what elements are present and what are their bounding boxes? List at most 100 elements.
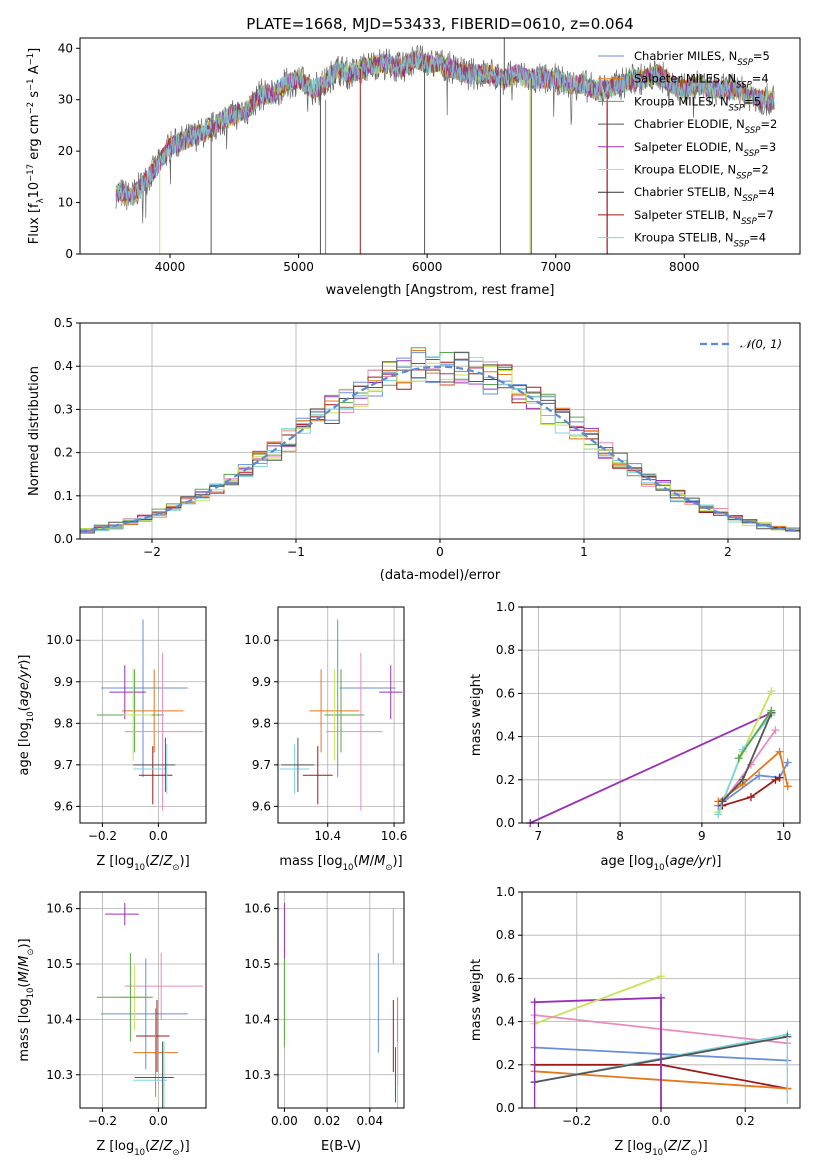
x-tick-label: 7000 <box>540 260 571 274</box>
weight-vs-Z-axes: −0.2 0.0 0.2 0.0 0.2 0.4 0.6 0.8 1.0 <box>496 885 800 1128</box>
legend-label: Kroupa STELIB, NSSP=4 <box>634 231 766 250</box>
y-tick-label: 9.6 <box>252 799 271 813</box>
y-tick-label: 0.8 <box>496 643 515 657</box>
y-axis-label: mass weight <box>469 674 484 756</box>
mass-vs-ebv-axes: 0.00 0.02 0.04 10.3 10.4 10.5 10.6 <box>244 892 404 1128</box>
text-span: Z <box>149 1139 160 1154</box>
text-span: )] <box>180 1139 190 1154</box>
text-span: 10 <box>26 711 36 722</box>
y-tick-label: 0.2 <box>496 773 515 787</box>
text-span: Kroupa STELIB, N <box>634 231 734 245</box>
text-span: / <box>370 854 375 869</box>
figure-title: PLATE=1668, MJD=53433, FIBERID=0610, z=0… <box>246 15 633 33</box>
x-tick-label: 10 <box>776 829 791 843</box>
x-tick-label: 0.00 <box>271 1114 298 1128</box>
spectrum-frame <box>79 37 801 255</box>
y-axis-label: mass [log10(M/M⊙)] <box>17 938 36 1061</box>
text-span: Flux [f <box>27 203 42 244</box>
text-span: )] <box>17 655 32 665</box>
weight-age-lines <box>526 687 792 827</box>
text-span: / <box>17 966 32 971</box>
weight-series-line <box>717 762 789 807</box>
residual-frame <box>79 322 801 540</box>
mass-vs-Z-grid <box>80 892 206 1108</box>
text-span: Z [log <box>614 1139 652 1154</box>
text-span: 10 <box>134 863 145 873</box>
text-span: )] <box>698 1139 708 1154</box>
text-span: ( <box>665 854 670 869</box>
text-span: =4 <box>758 185 775 199</box>
text-span: s <box>27 91 42 102</box>
x-tick-label: −0.2 <box>88 1114 117 1128</box>
text-span: mass [log <box>17 998 32 1061</box>
text-span: SSP <box>734 240 750 250</box>
text-span: =5 <box>753 49 770 63</box>
x-tick-label: 0 <box>436 545 444 559</box>
mass-vs-ebv-frame <box>277 891 405 1109</box>
text-span: 10 <box>134 1148 145 1158</box>
text-span: )] <box>711 854 721 869</box>
text-span: SSP <box>729 103 745 113</box>
text-span: Z <box>162 1139 173 1154</box>
y-tick-label: 1.0 <box>496 885 515 899</box>
text-span: ( <box>145 854 150 869</box>
x-tick-label: 0.2 <box>736 1114 755 1128</box>
x-axis-label: Z [log10(Z/Z⊙)] <box>614 1139 707 1158</box>
y-tick-label: 0.4 <box>496 1015 515 1029</box>
y-tick-label: 10.4 <box>46 1012 73 1026</box>
text-span: =3 <box>759 140 776 154</box>
x-tick-label: 6000 <box>412 260 443 274</box>
text-span: / <box>159 854 164 869</box>
y-axis-label: Flux [fλ10−17 erg cm−2 s−1 A−1] <box>26 48 46 244</box>
text-span: age/yr <box>670 854 713 869</box>
weight-Z-frame <box>521 891 801 1109</box>
x-tick-label: −2 <box>143 545 161 559</box>
y-tick-label: 9.9 <box>252 675 271 689</box>
text-span: SSP <box>737 58 753 68</box>
weight-series-line <box>737 710 773 759</box>
x-tick-label: −0.2 <box>562 1114 591 1128</box>
y-axis-label: age [log10(age/yr)] <box>17 655 36 776</box>
text-span: 10 <box>654 863 665 873</box>
y-tick-label: 0.3 <box>54 402 73 416</box>
text-span: )] <box>17 938 32 948</box>
text-span: Kroupa ELODIE, N <box>634 163 736 177</box>
x-tick-label: 0.0 <box>651 1114 670 1128</box>
text-span: =7 <box>757 208 774 222</box>
text-span: 10 <box>652 1148 663 1158</box>
y-axis-label: Normed distribution <box>27 366 42 496</box>
y-tick-label: 10.3 <box>46 1068 73 1082</box>
x-axis-label: mass [log10(M/M⊙)] <box>279 854 402 873</box>
mass-vs-ebv-grid <box>278 892 404 1108</box>
weight-vs-age-grid <box>522 606 800 824</box>
text-span: ( <box>17 983 32 988</box>
text-span: ⊙ <box>172 863 179 873</box>
y-axis-label: mass weight <box>469 959 484 1041</box>
x-tick-label: 4000 <box>155 260 186 274</box>
text-span: Chabrier STELIB, N <box>634 185 742 199</box>
x-tick-label: 10.6 <box>381 829 408 843</box>
text-span: Z <box>667 1139 678 1154</box>
text-span: / <box>159 1139 164 1154</box>
text-span: =5 <box>744 94 761 108</box>
y-tick-label: 0.6 <box>496 686 515 700</box>
y-tick-label: 0 <box>65 247 73 261</box>
x-axis-label: wavelength [Angstrom, rest frame] <box>326 283 555 298</box>
mass-vs-ebv-points <box>283 903 399 1108</box>
age-vs-mass-points <box>279 619 403 811</box>
histogram-lines <box>80 347 800 534</box>
y-tick-label: 10.0 <box>244 633 271 647</box>
age-vs-mass-frame <box>277 606 405 824</box>
text-span: 10 <box>26 988 36 999</box>
text-span: −2 <box>26 102 36 115</box>
text-span: A <box>27 65 42 78</box>
histogram-series <box>80 352 800 533</box>
text-span: SSP <box>742 194 758 204</box>
weight-series-line <box>534 975 662 1025</box>
y-tick-label: 9.7 <box>54 758 73 772</box>
text-span: ( <box>145 1139 150 1154</box>
text-span: −1 <box>26 53 36 66</box>
y-tick-label: 30 <box>58 93 73 107</box>
y-tick-label: 10 <box>58 196 73 210</box>
text-span: =4 <box>752 72 769 86</box>
